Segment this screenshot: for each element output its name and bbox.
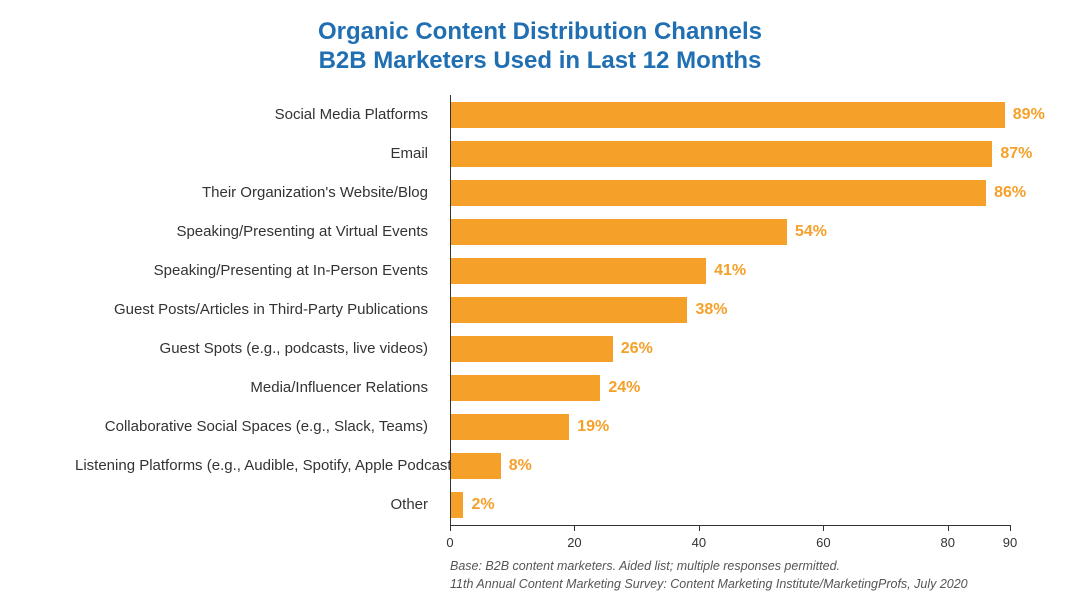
- bar-value-label: 26%: [613, 336, 653, 362]
- chart-title-block: Organic Content Distribution Channels B2…: [0, 0, 1080, 76]
- bar-value-label: 86%: [986, 180, 1026, 206]
- bar-value-label: 54%: [787, 219, 827, 245]
- bar-value-label: 19%: [569, 414, 609, 440]
- bar-row: Speaking/Presenting at In-Person Events4…: [80, 251, 1000, 290]
- category-label: Guest Spots (e.g., podcasts, live videos…: [75, 329, 440, 368]
- x-axis-line: [450, 525, 1010, 526]
- bar-value-label: 2%: [463, 492, 494, 518]
- bar-row: Guest Posts/Articles in Third-Party Publ…: [80, 290, 1000, 329]
- category-label: Listening Platforms (e.g., Audible, Spot…: [75, 446, 440, 485]
- category-label: Media/Influencer Relations: [75, 368, 440, 407]
- footnote-block: Base: B2B content marketers. Aided list;…: [450, 558, 1010, 593]
- category-label: Guest Posts/Articles in Third-Party Publ…: [75, 290, 440, 329]
- chart-title-line1: Organic Content Distribution Channels: [0, 18, 1080, 47]
- x-tick-label: 90: [1003, 535, 1017, 550]
- category-label: Social Media Platforms: [75, 95, 440, 134]
- x-tick: [823, 525, 824, 531]
- bar: 24%: [451, 375, 600, 401]
- x-tick-label: 0: [446, 535, 453, 550]
- bar-row: Speaking/Presenting at Virtual Events54%: [80, 212, 1000, 251]
- x-tick: [574, 525, 575, 531]
- bar: 19%: [451, 414, 569, 440]
- bar-row: Email87%: [80, 134, 1000, 173]
- bar-row: Social Media Platforms89%: [80, 95, 1000, 134]
- category-label: Speaking/Presenting at In-Person Events: [75, 251, 440, 290]
- x-tick: [1010, 525, 1011, 531]
- chart-title-line2: B2B Marketers Used in Last 12 Months: [0, 47, 1080, 76]
- bar-value-label: 89%: [1005, 102, 1045, 128]
- bar-row: Collaborative Social Spaces (e.g., Slack…: [80, 407, 1000, 446]
- bar-value-label: 24%: [600, 375, 640, 401]
- x-tick-label: 40: [692, 535, 706, 550]
- x-tick-label: 80: [941, 535, 955, 550]
- footnote-line1: Base: B2B content marketers. Aided list;…: [450, 558, 1010, 576]
- x-tick: [948, 525, 949, 531]
- bar: 54%: [451, 219, 787, 245]
- category-label: Collaborative Social Spaces (e.g., Slack…: [75, 407, 440, 446]
- bar: 89%: [451, 102, 1005, 128]
- chart-area: 02040608090 Social Media Platforms89%Ema…: [80, 95, 1000, 525]
- bar-row: Listening Platforms (e.g., Audible, Spot…: [80, 446, 1000, 485]
- bar-row: Guest Spots (e.g., podcasts, live videos…: [80, 329, 1000, 368]
- bar: 26%: [451, 336, 613, 362]
- bar-value-label: 41%: [706, 258, 746, 284]
- bar: 8%: [451, 453, 501, 479]
- bar-row: Their Organization's Website/Blog86%: [80, 173, 1000, 212]
- x-tick-label: 20: [567, 535, 581, 550]
- x-tick-label: 60: [816, 535, 830, 550]
- category-label: Their Organization's Website/Blog: [75, 173, 440, 212]
- x-tick: [699, 525, 700, 531]
- bar: 2%: [451, 492, 463, 518]
- footnote-line2: 11th Annual Content Marketing Survey: Co…: [450, 576, 1010, 594]
- bar-value-label: 87%: [992, 141, 1032, 167]
- bar: 41%: [451, 258, 706, 284]
- bar-value-label: 8%: [501, 453, 532, 479]
- bar-row: Other2%: [80, 485, 1000, 524]
- bar-row: Media/Influencer Relations24%: [80, 368, 1000, 407]
- category-label: Other: [75, 485, 440, 524]
- bar: 87%: [451, 141, 992, 167]
- bar: 86%: [451, 180, 986, 206]
- category-label: Email: [75, 134, 440, 173]
- x-tick: [450, 525, 451, 531]
- bar: 38%: [451, 297, 687, 323]
- bar-value-label: 38%: [687, 297, 727, 323]
- category-label: Speaking/Presenting at Virtual Events: [75, 212, 440, 251]
